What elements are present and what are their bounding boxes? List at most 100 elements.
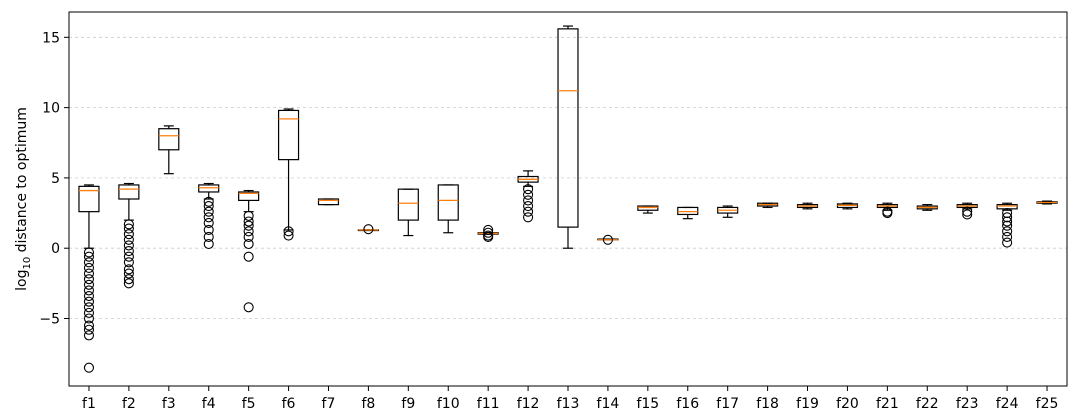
box-body (437, 184, 459, 221)
box-f16 (677, 206, 699, 220)
x-tick-label: f14 (597, 396, 620, 412)
outlier-point (243, 251, 254, 262)
outlier-point (1002, 208, 1013, 219)
x-tick-label: f20 (836, 396, 859, 412)
x-tick-label: f9 (401, 396, 415, 412)
outlier-point (203, 224, 214, 235)
x-tick-label: f7 (322, 396, 336, 412)
y-ticks: −5 0 5 10 15 (39, 30, 69, 328)
box-body (677, 206, 699, 216)
outlier-point (203, 217, 214, 228)
outlier-point (83, 362, 95, 373)
outlier-point (123, 268, 134, 279)
outlier-point (123, 240, 134, 251)
outlier-point (602, 234, 613, 245)
box-f10 (437, 184, 459, 234)
box-f12 (517, 170, 539, 223)
x-tick-label: f2 (122, 396, 136, 412)
outlier-point (243, 220, 254, 231)
outlier-point (83, 307, 95, 318)
box-f14 (597, 234, 619, 245)
x-tick-label: f15 (636, 396, 659, 412)
outlier-point (483, 231, 494, 243)
outlier-point (523, 184, 534, 195)
box-f19 (796, 202, 819, 210)
outlier-point (123, 245, 134, 257)
outlier-point (203, 200, 214, 212)
box-body (158, 128, 180, 151)
box-f20 (836, 202, 859, 210)
x-tick-label: f11 (477, 396, 500, 412)
box-f15 (637, 205, 659, 214)
outlier-point (83, 320, 95, 331)
x-tick-label: f12 (517, 396, 540, 412)
box-body (277, 109, 300, 161)
box-f3 (158, 125, 180, 175)
boxes (78, 25, 1058, 373)
outlier-point (243, 226, 254, 237)
box-f6 (277, 108, 300, 241)
box-body (397, 188, 419, 221)
x-tick-label: f23 (956, 396, 979, 412)
outlier-point (83, 268, 95, 279)
outlier-point (283, 230, 294, 241)
x-tick-label: f1 (82, 396, 96, 412)
outlier-point (123, 257, 134, 268)
outlier-point (1002, 216, 1013, 227)
box-f17 (717, 205, 739, 218)
x-tick-label: f18 (756, 396, 779, 412)
box-body (238, 191, 260, 202)
outlier-point (243, 238, 254, 250)
y-tick-label: 5 (51, 171, 60, 187)
x-tick-label: f21 (876, 396, 899, 412)
outlier-point (243, 210, 254, 221)
outlier-point (523, 206, 534, 217)
x-tick-label: f10 (437, 396, 460, 412)
outlier-point (483, 224, 494, 235)
outlier-point (83, 262, 95, 273)
outlier-point (123, 264, 134, 275)
outlier-point (123, 229, 134, 240)
box-f22 (916, 204, 938, 211)
outlier-point (523, 195, 534, 206)
outlier-point (83, 274, 95, 285)
y-axis-label: log10 distance to optimum (14, 107, 33, 291)
outlier-point (123, 274, 134, 285)
outlier-point (83, 330, 95, 341)
outlier-point (203, 212, 214, 223)
x-tick-label: f4 (202, 396, 216, 412)
x-tick-label: f19 (796, 396, 819, 412)
box-body (198, 184, 220, 193)
x-ticks: f1 f2 f3 f4 f5 f6 f7 f8 f9 f10 f11 f12 f13 f14 f15 f16 f… (82, 386, 1058, 412)
x-tick-label: f16 (676, 396, 699, 412)
y-tick-label: 15 (42, 30, 60, 46)
outlier-point (83, 296, 95, 307)
x-tick-label: f13 (557, 396, 580, 412)
outlier-point (1002, 212, 1013, 223)
outlier-point (523, 212, 534, 223)
box-f11 (477, 224, 499, 243)
box-f5 (238, 189, 260, 313)
outlier-point (283, 226, 294, 237)
outlier-point (523, 189, 534, 200)
outlier-point (83, 247, 95, 258)
outlier-point (83, 313, 95, 324)
box-body (557, 28, 579, 228)
box-f23 (956, 202, 978, 220)
y-tick-label: 0 (51, 241, 60, 257)
grid-lines (69, 36, 1067, 319)
box-f2 (118, 182, 140, 289)
outlier-point (203, 231, 214, 243)
outlier-point (83, 285, 95, 296)
box-body (637, 205, 659, 211)
outlier-point (1002, 231, 1013, 243)
outlier-point (83, 257, 95, 268)
outlier-point (363, 224, 374, 235)
plot-frame (68, 11, 1068, 387)
outlier-point (123, 219, 134, 230)
box-f4 (198, 182, 220, 250)
outlier-point (123, 278, 134, 289)
outlier-point (203, 206, 214, 217)
box-body (317, 198, 340, 206)
box-body (118, 184, 140, 200)
